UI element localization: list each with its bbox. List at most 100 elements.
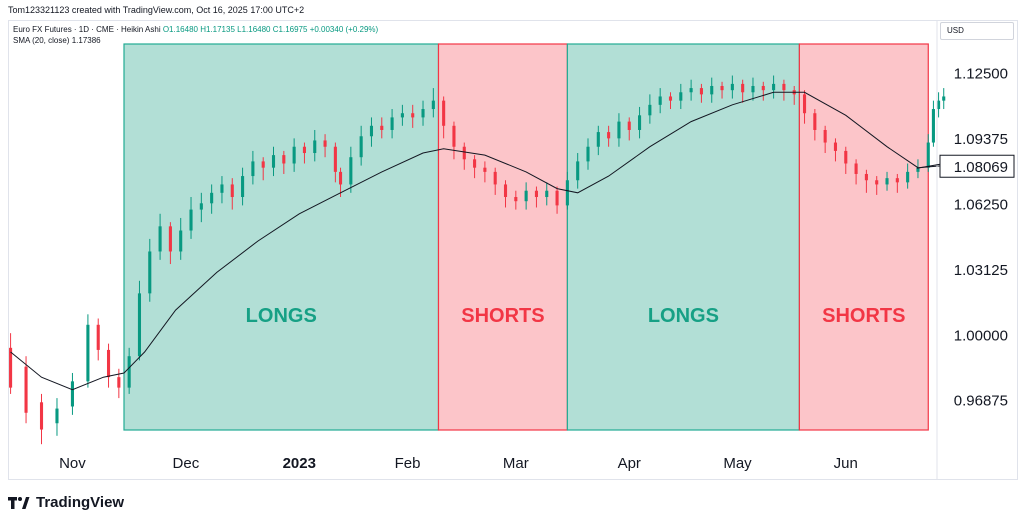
candle-body-12 [158, 226, 162, 252]
price-tick-1: 1.09375 [954, 131, 1008, 148]
candle-body-81 [864, 173, 868, 181]
candle-body-30 [338, 171, 343, 185]
candle-body-31 [349, 157, 353, 185]
candle-body-48 [524, 190, 528, 202]
candle-body-8 [117, 377, 121, 388]
candle-body-87 [926, 142, 930, 168]
candle-body-34 [380, 125, 384, 130]
chart-frame[interactable] [8, 20, 1018, 480]
tradingview-wordmark: TradingView [36, 494, 125, 511]
time-tick-3: Feb [395, 455, 421, 472]
candle-body-11 [148, 251, 152, 294]
candle-body-50 [545, 190, 549, 198]
candle-body-2 [39, 402, 44, 430]
candle-body-37 [411, 113, 415, 118]
candle-body-27 [313, 140, 317, 154]
candle-body-33 [369, 125, 374, 137]
zone-label-2: LONGS [648, 305, 719, 327]
candle-body-82 [875, 180, 879, 185]
time-tick-7: Jun [834, 455, 858, 472]
candle-body-60 [648, 104, 652, 116]
zone-label-3: SHORTS [822, 305, 905, 327]
candle-body-25 [292, 146, 296, 164]
candle-body-39 [431, 100, 435, 110]
price-tick-5: 0.96875 [954, 393, 1008, 410]
candle-body-52 [565, 180, 569, 206]
candle-body-18 [220, 184, 224, 193]
candle-body-64 [689, 88, 693, 93]
candle-body-68 [730, 83, 734, 91]
symbol-title[interactable]: Euro FX Futures · 1D · CME · Heikin Ashi [13, 25, 161, 34]
candle-body-17 [210, 192, 214, 204]
sma-line [10, 91, 944, 391]
candle-body-86 [916, 167, 920, 172]
symbol-legend: Euro FX Futures · 1D · CME · Heikin Ashi… [13, 25, 378, 34]
candle-body-88 [931, 109, 935, 143]
candle-body-75 [802, 94, 807, 114]
candle-body-54 [586, 146, 590, 162]
currency-selector[interactable]: USD [940, 22, 1014, 40]
candle-body-76 [813, 113, 817, 130]
time-axis: Nov Dec 2023 Feb Mar Apr May Jun [59, 455, 858, 472]
zones-layer [123, 43, 929, 431]
candle-body-59 [638, 115, 642, 130]
candle-body-89 [937, 100, 941, 110]
candle-body-73 [782, 83, 786, 91]
current-price-box [939, 154, 1015, 178]
short-zone-1 [437, 43, 568, 431]
candle-body-36 [400, 113, 404, 118]
candle-body-77 [823, 129, 827, 143]
long-zone-2 [566, 43, 800, 431]
candle-body-13 [168, 226, 172, 252]
price-tick-3: 1.03125 [954, 262, 1008, 279]
candle-body-70 [751, 85, 755, 93]
candle-body-0 [9, 347, 13, 388]
tradingview-branding[interactable]: TradingView [8, 494, 124, 511]
candle-body-49 [534, 190, 538, 198]
candle-body-45 [493, 171, 497, 185]
candle-body-41 [452, 125, 456, 147]
candle-body-80 [854, 163, 858, 174]
candle-body-26 [302, 146, 306, 154]
candle-body-15 [189, 209, 193, 231]
sma-layer [10, 91, 944, 391]
candle-body-35 [390, 117, 394, 130]
candle-body-65 [699, 88, 703, 95]
candle-body-58 [627, 121, 631, 130]
time-tick-6: May [723, 455, 752, 472]
change-value: +0.00340 (+0.29%) [309, 25, 379, 34]
candle-body-29 [333, 146, 337, 172]
current-price-label: 1.08069 [954, 159, 1008, 176]
indicator-name: SMA (20, close) [13, 36, 70, 45]
candle-body-79 [844, 150, 848, 164]
candle-body-24 [282, 155, 286, 164]
candle-body-6 [96, 324, 100, 350]
candle-body-51 [555, 190, 559, 206]
candle-body-44 [483, 167, 487, 172]
zone-labels: LONGS SHORTS LONGS SHORTS [246, 305, 906, 327]
candle-body-55 [596, 132, 600, 147]
candle-body-3 [55, 408, 59, 424]
high-value: H1.17135 [200, 25, 235, 34]
indicator-legend[interactable]: SMA (20, close) 1.17386 [13, 36, 101, 45]
price-tick-4: 1.00000 [954, 327, 1008, 344]
candle-body-14 [179, 230, 183, 252]
candle-body-40 [442, 100, 446, 126]
candle-body-57 [617, 121, 621, 139]
candle-body-19 [230, 184, 234, 198]
candle-body-43 [473, 159, 477, 168]
candle-body-23 [271, 155, 276, 168]
chart-creator-caption: Tom123321123 created with TradingView.co… [8, 5, 305, 15]
candle-body-85 [906, 171, 910, 183]
candle-body-61 [658, 96, 662, 105]
low-value: L1.16480 [237, 25, 271, 34]
candle-body-32 [359, 136, 363, 158]
candle-body-72 [772, 83, 776, 91]
candle-body-9 [127, 356, 131, 388]
candle-body-21 [251, 161, 255, 177]
candle-body-62 [668, 96, 673, 101]
candle-body-7 [106, 349, 111, 378]
time-tick-0: Nov [59, 455, 86, 472]
candle-body-46 [503, 184, 508, 198]
